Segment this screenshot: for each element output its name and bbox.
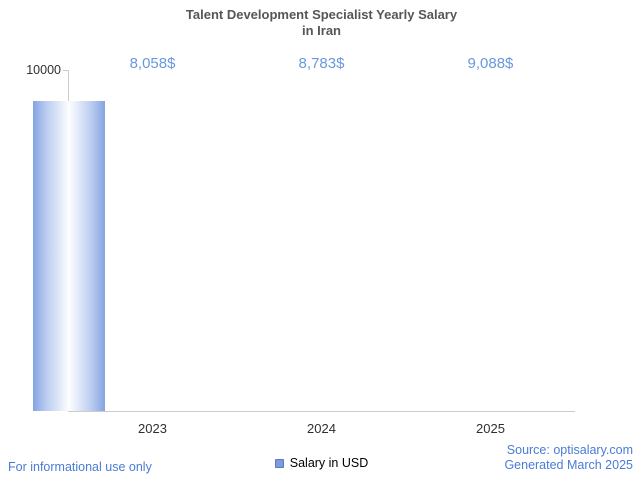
bar-value-label: 8,058$ <box>129 55 176 72</box>
generated-text: Generated March 2025 <box>504 458 633 472</box>
y-tick-mark <box>63 70 69 71</box>
bar <box>33 101 105 411</box>
source-block: Source: optisalary.com Generated March 2… <box>504 443 633 473</box>
y-tick-label: 10000 <box>26 63 61 77</box>
bar-value-label: 9,088$ <box>467 55 514 72</box>
x-tick-label: 2024 <box>307 421 336 436</box>
bar-value-label: 8,783$ <box>298 55 345 72</box>
chart-title-line1: Talent Development Specialist Yearly Sal… <box>185 7 458 22</box>
x-axis-labels: 2023 2024 2025 <box>68 421 575 437</box>
x-tick-label: 2023 <box>138 421 167 436</box>
chart-title: Talent Development Specialist Yearly Sal… <box>0 7 643 39</box>
chart-title-line2: in Iran <box>301 23 341 38</box>
source-text: Source: optisalary.com <box>506 443 633 457</box>
legend-label: Salary in USD <box>289 456 369 470</box>
disclaimer-text: For informational use only <box>8 460 152 474</box>
bar-value-labels: 8,058$ 8,783$ 9,088$ <box>68 55 575 73</box>
x-tick-label: 2025 <box>476 421 505 436</box>
legend: Salary in USD <box>0 456 643 470</box>
plot-area: 2000 4000 6000 8000 10000 <box>26 63 575 412</box>
legend-marker-icon <box>274 458 284 468</box>
